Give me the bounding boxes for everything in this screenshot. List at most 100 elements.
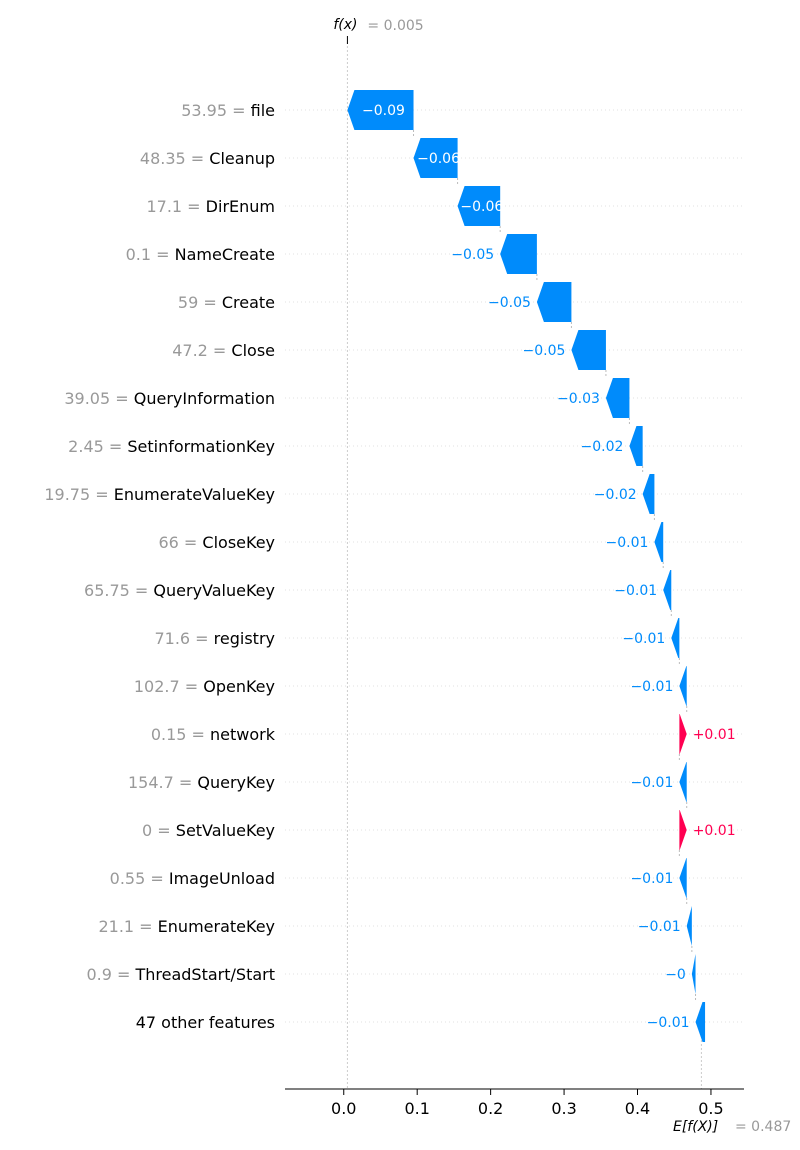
- feature-value: 47.2: [172, 341, 208, 360]
- x-axis: 0.0 0.1 0.2 0.3 0.4 0.5: [285, 1088, 744, 1118]
- contribution-bars: −0.09 −0.06 −0.06 −0.05 −0.05 −0.05 −0.03 −0.02…: [347, 90, 736, 1042]
- feature-value: 21.1: [98, 917, 134, 936]
- feature-label: 39.05 = QueryInformation: [64, 389, 275, 408]
- contribution-label: −0.01: [605, 535, 648, 551]
- negative-contribution-bar: [413, 138, 458, 178]
- negative-contribution-bar: [629, 426, 643, 466]
- feature-name: DirEnum: [206, 197, 275, 216]
- equals-sign: =: [104, 437, 128, 456]
- feature-value: 2.45: [68, 437, 104, 456]
- feature-label: 71.6 = registry: [154, 629, 275, 648]
- contribution-label: −0.06: [460, 199, 503, 215]
- contribution-label: −0.01: [638, 919, 681, 935]
- contribution-label: −0.01: [630, 679, 673, 695]
- x-tick-label: 0.0: [331, 1099, 356, 1118]
- feature-label: 0.9 = ThreadStart/Start: [86, 965, 275, 984]
- feature-name: 47 other features: [136, 1013, 275, 1032]
- x-tick-label: 0.2: [478, 1099, 503, 1118]
- feature-value: 48.35: [140, 149, 186, 168]
- negative-contribution-bar: [691, 954, 696, 994]
- feature-name: ThreadStart/Start: [134, 965, 275, 984]
- negative-contribution-bar: [642, 474, 655, 514]
- feature-label: 17.1 = DirEnum: [146, 197, 275, 216]
- feature-value: 71.6: [154, 629, 190, 648]
- feature-value: 39.05: [64, 389, 110, 408]
- contribution-label: −0.02: [594, 487, 637, 503]
- feature-label: 59 = Create: [178, 293, 275, 312]
- equals-sign: =: [227, 101, 251, 120]
- feature-name: SetValueKey: [176, 821, 275, 840]
- feature-label: 47.2 = Close: [172, 341, 275, 360]
- equals-sign: =: [186, 149, 210, 168]
- negative-contribution-bar: [679, 858, 687, 898]
- feature-label: 48.35 = Cleanup: [140, 149, 275, 168]
- contribution-label: −0.06: [417, 151, 460, 167]
- negative-contribution-bar: [347, 90, 414, 130]
- contribution-label: −0.05: [523, 343, 566, 359]
- negative-contribution-bar: [571, 330, 606, 370]
- equals-sign: =: [174, 773, 198, 792]
- equals-sign: =: [190, 629, 214, 648]
- contribution-label: −0.01: [630, 871, 673, 887]
- feature-value: 154.7: [128, 773, 174, 792]
- feature-label: 0.1 = NameCreate: [126, 245, 275, 264]
- feature-value: 19.75: [44, 485, 90, 504]
- negative-contribution-bar: [679, 762, 687, 802]
- feature-name: network: [210, 725, 276, 744]
- x-tick-label: 0.4: [625, 1099, 650, 1118]
- feature-label: 65.75 = QueryValueKey: [84, 581, 275, 600]
- contribution-label: −0.05: [451, 247, 494, 263]
- feature-name: Cleanup: [209, 149, 275, 168]
- equals-sign: =: [180, 677, 204, 696]
- feature-label: 0.55 = ImageUnload: [110, 869, 275, 888]
- feature-label: 21.1 = EnumerateKey: [98, 917, 275, 936]
- equals-sign: =: [130, 581, 154, 600]
- fx-label: f(x): [333, 17, 357, 33]
- contribution-label: −0.01: [630, 775, 673, 791]
- negative-contribution-bar: [695, 1002, 706, 1042]
- feature-label: 47 other features: [136, 1013, 275, 1032]
- contribution-label: +0.01: [693, 727, 736, 743]
- feature-name: QueryInformation: [134, 389, 275, 408]
- fx-value: = 0.005: [367, 18, 423, 34]
- contribution-label: −0.05: [488, 295, 531, 311]
- feature-label: 53.95 = file: [181, 101, 275, 120]
- equals-sign: =: [112, 965, 136, 984]
- feature-name: EnumerateValueKey: [114, 485, 275, 504]
- feature-label: 154.7 = QueryKey: [128, 773, 275, 792]
- contribution-label: −0.03: [557, 391, 600, 407]
- negative-contribution-bar: [500, 234, 537, 274]
- positive-contribution-bar: [679, 810, 687, 850]
- feature-rows: 53.95 = file 48.35 = Cleanup 17.1 = DirEnu…: [44, 101, 275, 1032]
- feature-value: 59: [178, 293, 198, 312]
- negative-contribution-bar: [536, 282, 572, 322]
- feature-name: registry: [214, 629, 275, 648]
- feature-label: 19.75 = EnumerateValueKey: [44, 485, 275, 504]
- feature-label: 2.45 = SetinformationKey: [68, 437, 275, 456]
- feature-value: 0.1: [126, 245, 151, 264]
- feature-label: 102.7 = OpenKey: [134, 677, 275, 696]
- negative-contribution-bar: [654, 522, 664, 562]
- negative-contribution-bar: [671, 618, 680, 658]
- equals-sign: =: [145, 869, 169, 888]
- x-tick-label: 0.5: [698, 1099, 723, 1118]
- negative-contribution-bar: [605, 378, 630, 418]
- feature-name: ImageUnload: [169, 869, 275, 888]
- expected-value-value: = 0.487: [735, 1119, 791, 1135]
- feature-name: Create: [222, 293, 275, 312]
- contribution-label: −0.01: [622, 631, 665, 647]
- contribution-label: +0.01: [693, 823, 736, 839]
- feature-label: 66 = CloseKey: [158, 533, 275, 552]
- feature-value: 0.55: [110, 869, 146, 888]
- contribution-label: −0.01: [647, 1015, 690, 1031]
- expected-value-label: E[f(X)]: [673, 1119, 718, 1135]
- feature-name: QueryValueKey: [153, 581, 275, 600]
- contribution-label: −0: [665, 967, 686, 983]
- feature-value: 0.15: [151, 725, 187, 744]
- equals-sign: =: [179, 533, 203, 552]
- negative-contribution-bar: [663, 570, 672, 610]
- negative-contribution-bar: [686, 906, 692, 946]
- feature-value: 65.75: [84, 581, 130, 600]
- equals-sign: =: [208, 341, 232, 360]
